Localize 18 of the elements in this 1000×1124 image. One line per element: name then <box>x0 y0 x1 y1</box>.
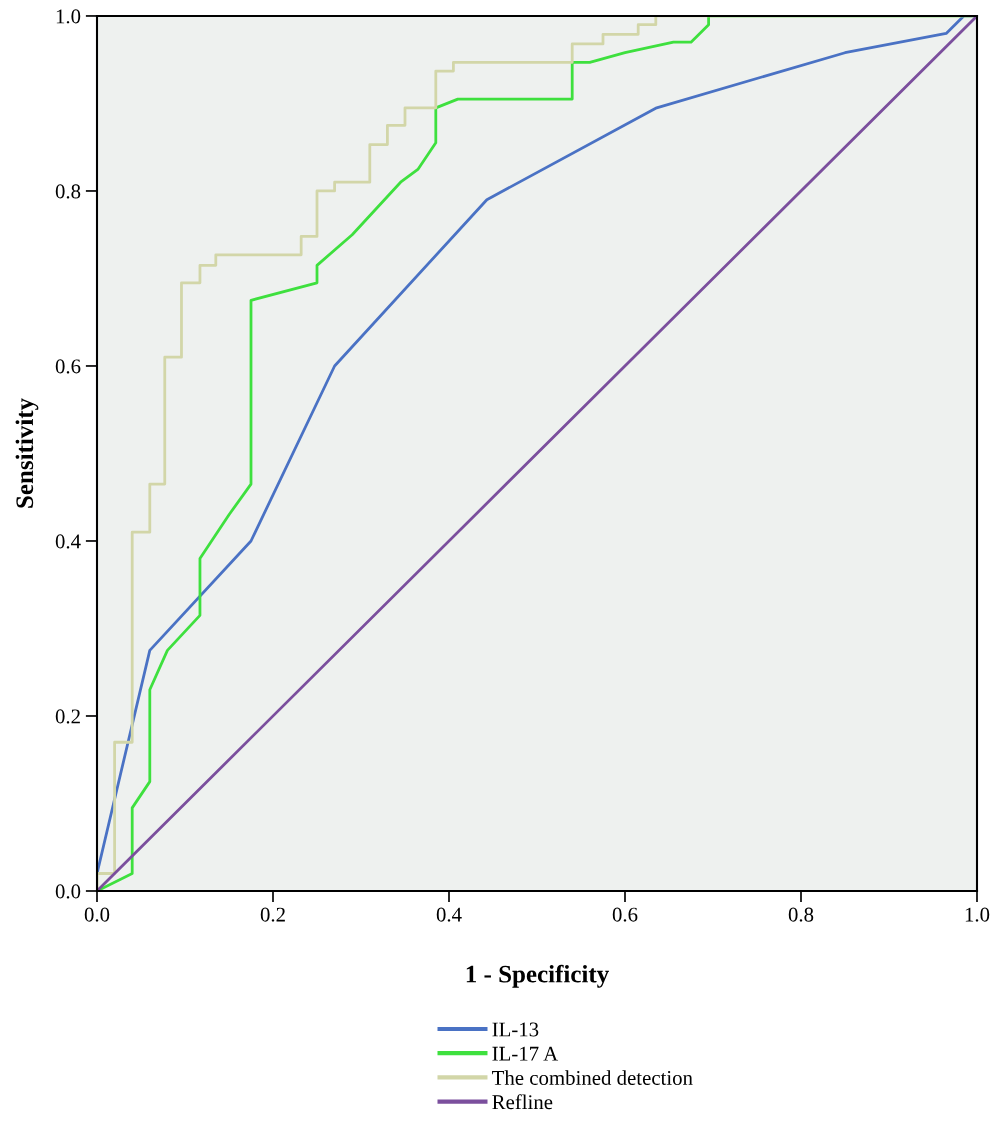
legend-label: IL-13 <box>492 1022 539 1037</box>
y-tick-label: 1.0 <box>56 9 81 24</box>
x-tick-label: 0.2 <box>260 907 285 922</box>
y-tick-label: 0.8 <box>55 184 81 199</box>
y-tick-label: 0.0 <box>55 884 81 899</box>
y-tick-label: 0.2 <box>55 709 80 724</box>
x-tick-label: 0.8 <box>788 907 814 922</box>
legend-label: The combined detection <box>492 1070 693 1085</box>
y-tick-label: 0.4 <box>55 534 81 549</box>
y-tick-label: 0.6 <box>55 359 81 374</box>
x-tick-label: 1.0 <box>965 907 990 922</box>
legend-label: IL-17 A <box>492 1046 559 1061</box>
legend-label: Refline <box>492 1094 553 1110</box>
x-tick-label: 0.4 <box>436 907 462 922</box>
x-tick-label: 0.0 <box>84 907 110 922</box>
y-axis-title: Sensitivity <box>15 398 39 508</box>
x-axis-title: 1 - Specificity <box>466 964 609 988</box>
x-tick-label: 0.6 <box>612 907 638 922</box>
